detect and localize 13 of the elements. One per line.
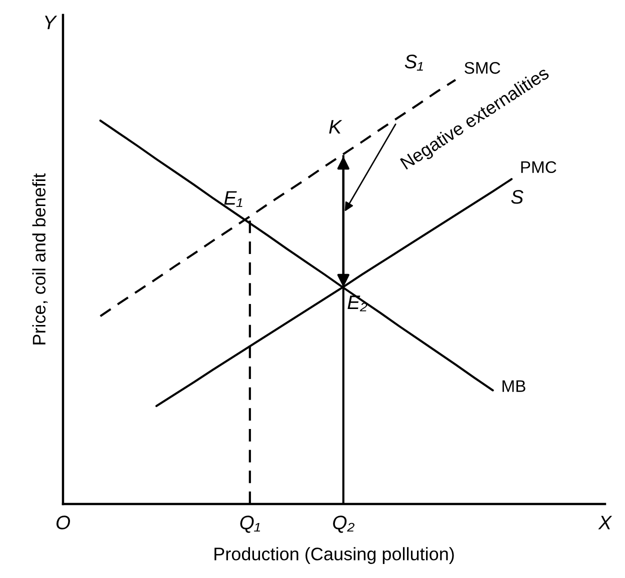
y-axis-title: Price, coil and benefit — [32, 173, 48, 344]
annotation: S — [511, 190, 524, 204]
series-label: PMC — [521, 161, 556, 174]
x-tick-label: X — [598, 516, 612, 530]
annotation: K — [329, 120, 342, 134]
text: Y — [44, 16, 58, 30]
text: S₁ — [404, 54, 423, 71]
x-tick-label: O — [56, 516, 70, 530]
x-axis-title: Production (Causing pollution) — [214, 547, 454, 564]
x-tick-label: Q₂ — [333, 516, 354, 533]
series-label: MB — [502, 380, 526, 392]
annotation: E₁ — [224, 191, 242, 207]
x-tick-label: Q₁ — [240, 516, 260, 533]
